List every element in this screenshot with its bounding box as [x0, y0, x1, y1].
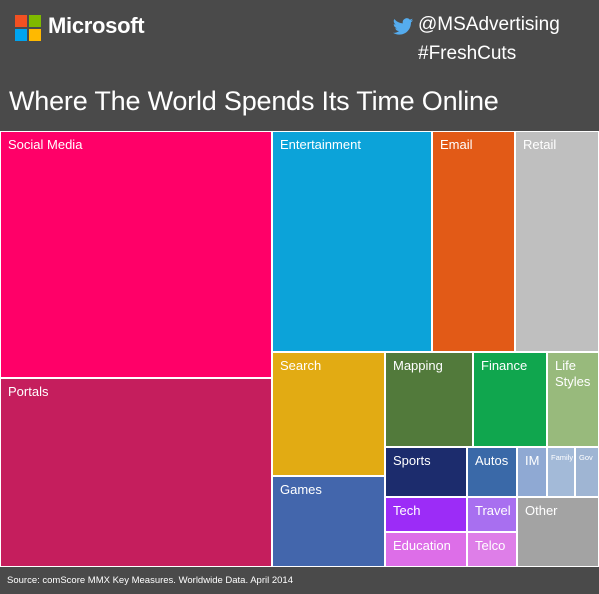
treemap-tile-other: Other	[517, 497, 599, 567]
treemap-tile-sports: Sports	[385, 447, 467, 497]
treemap-tile-entertainment: Entertainment	[272, 131, 432, 352]
treemap-tile-mapping: Mapping	[385, 352, 473, 447]
treemap-label-retail: Retail	[523, 137, 557, 152]
treemap-tile-portals: Portals	[0, 378, 272, 567]
treemap-label-education: Education	[393, 538, 451, 553]
treemap-tile-life-styles: Life Styles	[547, 352, 599, 447]
treemap-tile-travel: Travel	[467, 497, 517, 532]
treemap-tile-telco: Telco	[467, 532, 517, 567]
treemap-tile-autos: Autos	[467, 447, 517, 497]
treemap-label-telco: Telco	[475, 538, 506, 553]
treemap-tile-tech: Tech	[385, 497, 467, 532]
treemap-tile-search: Search	[272, 352, 385, 476]
treemap-tile-family: Family	[547, 447, 575, 497]
treemap-label-entertainment: Entertainment	[280, 137, 361, 152]
treemap-tile-retail: Retail	[515, 131, 599, 352]
treemap-tile-games: Games	[272, 476, 385, 567]
twitter-bird-icon	[392, 18, 414, 35]
treemap-label-family: Family	[551, 453, 574, 462]
twitter-handle: @MSAdvertising	[418, 14, 560, 35]
treemap-label-gov: Gov	[579, 453, 593, 462]
treemap-label-other: Other	[525, 503, 558, 518]
treemap-label-games: Games	[280, 482, 322, 497]
treemap-tile-finance: Finance	[473, 352, 547, 447]
brand-name: Microsoft	[48, 13, 145, 38]
treemap-label-life-styles: Life Styles	[555, 358, 591, 389]
source-note: Source: comScore MMX Key Measures. World…	[7, 575, 293, 586]
treemap-tile-email: Email	[432, 131, 515, 352]
treemap-label-email: Email	[440, 137, 473, 152]
chart-title: Where The World Spends Its Time Online	[9, 86, 499, 116]
treemap-label-finance: Finance	[481, 358, 528, 373]
hashtag: #FreshCuts	[418, 43, 517, 64]
treemap-label-autos: Autos	[475, 453, 509, 468]
microsoft-logo-icon	[15, 15, 41, 41]
treemap-label-social-media: Social Media	[8, 137, 83, 152]
treemap-tile-education: Education	[385, 532, 467, 567]
treemap-tile-social-media: Social Media	[0, 131, 272, 378]
treemap-label-travel: Travel	[475, 503, 511, 518]
treemap-label-im: IM	[525, 453, 540, 468]
treemap-label-mapping: Mapping	[393, 358, 443, 373]
treemap-label-portals: Portals	[8, 384, 49, 399]
treemap-label-search: Search	[280, 358, 322, 373]
treemap-chart: Social Media Portals Entertainment Email Ret…	[0, 131, 599, 567]
treemap-label-tech: Tech	[393, 503, 421, 518]
treemap-label-sports: Sports	[393, 453, 431, 468]
treemap-tile-im: IM	[517, 447, 547, 497]
treemap-tile-gov: Gov	[575, 447, 599, 497]
